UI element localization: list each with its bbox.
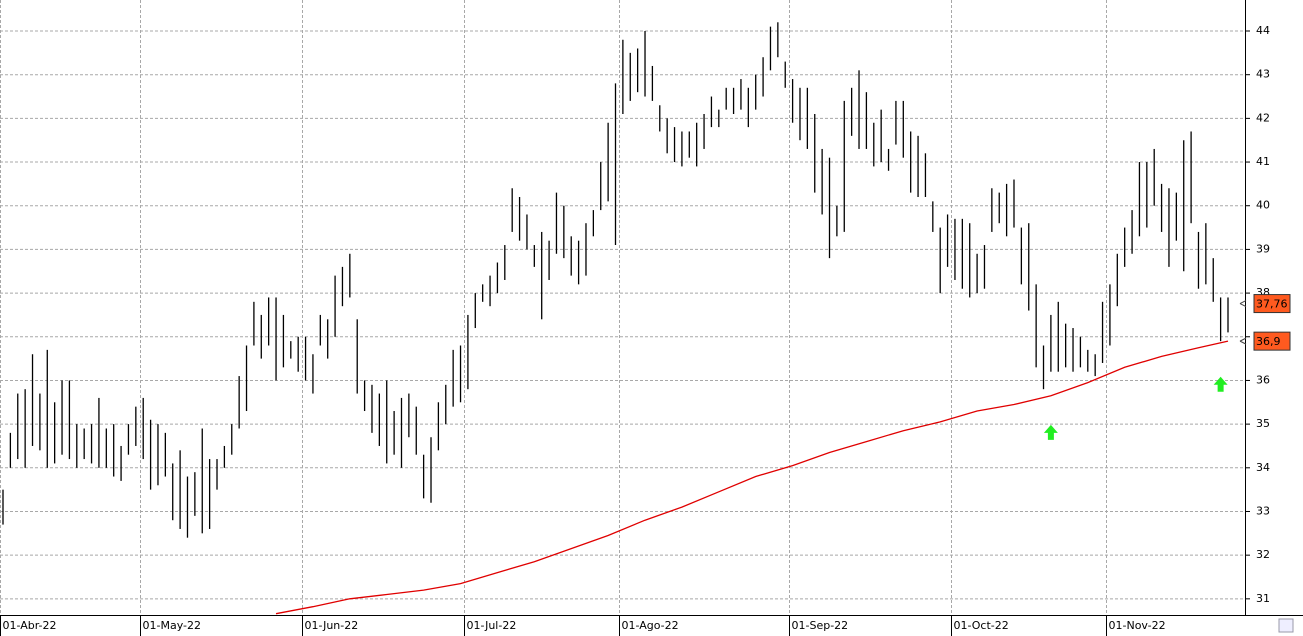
signal-arrow xyxy=(1043,424,1058,440)
x-tick-label: 01-Jul-22 xyxy=(467,619,517,632)
x-tick-label: 01-Nov-22 xyxy=(1109,619,1166,632)
x-tick-label: 01-May-22 xyxy=(143,619,201,632)
corner-icon[interactable] xyxy=(1278,618,1294,633)
y-tick-label: 39 xyxy=(1256,242,1270,255)
y-tick-label: 31 xyxy=(1256,592,1270,605)
price-label-box xyxy=(1253,331,1291,351)
y-tick-label: 36 xyxy=(1256,373,1270,386)
y-tick-label: 35 xyxy=(1256,417,1270,430)
x-tick-label: 01-Abr-22 xyxy=(3,619,57,632)
signal-arrow xyxy=(1213,376,1228,392)
y-tick-label: 42 xyxy=(1256,111,1270,124)
y-tick-label: 44 xyxy=(1256,24,1270,37)
y-tick-label: 43 xyxy=(1256,68,1270,81)
price-label-box xyxy=(1253,294,1291,314)
x-tick-label: 01-Sep-22 xyxy=(792,619,849,632)
price-label: 37,76 xyxy=(1256,298,1288,311)
y-tick-label: 34 xyxy=(1256,461,1270,474)
x-tick-label: 01-Ago-22 xyxy=(622,619,679,632)
price-pointer xyxy=(1239,337,1247,345)
price-pointer xyxy=(1239,300,1247,308)
y-tick-label: 33 xyxy=(1256,504,1270,517)
y-tick-label: 40 xyxy=(1256,199,1270,212)
moving-average xyxy=(275,340,1229,615)
x-tick-label: 01-Jun-22 xyxy=(305,619,359,632)
price-label: 36,9 xyxy=(1256,335,1281,348)
y-tick-label: 32 xyxy=(1256,548,1270,561)
x-tick-label: 01-Oct-22 xyxy=(954,619,1009,632)
y-tick-label: 41 xyxy=(1256,155,1270,168)
